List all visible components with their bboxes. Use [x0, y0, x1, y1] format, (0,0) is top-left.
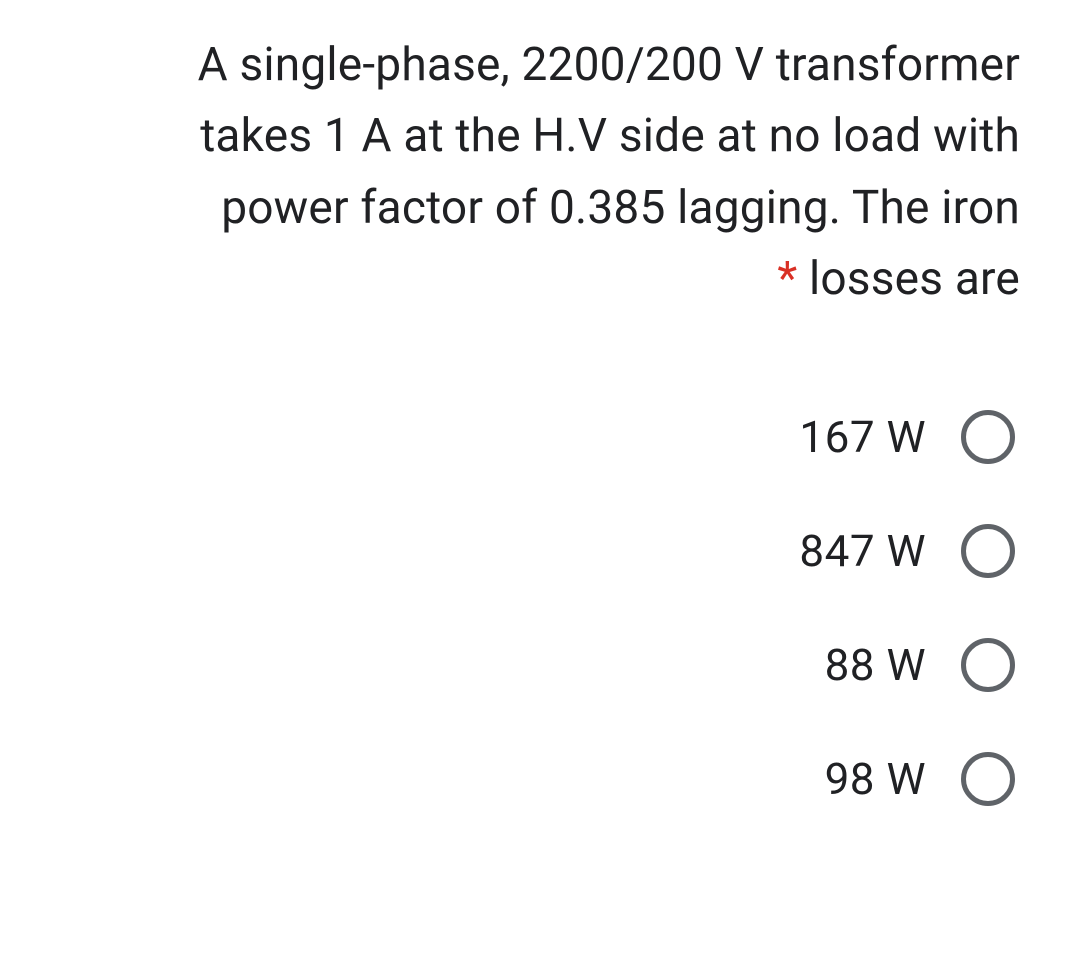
option-label: 88 W [825, 639, 926, 691]
option-3[interactable]: 88 W [825, 638, 1015, 692]
question-line-1: A single-phase, 2200/200 V transformer [198, 38, 1020, 92]
question-line-2: takes 1 A at the H.V side at no load wit… [200, 109, 1020, 163]
required-asterisk: * [777, 252, 797, 306]
quiz-question-card: A single-phase, 2200/200 V transformer t… [0, 0, 1080, 836]
options-group: 167 W 847 W 88 W 98 W [90, 410, 1020, 806]
question-line-3: power factor of 0.385 lagging. The iron [221, 181, 1020, 235]
option-label: 847 W [799, 525, 926, 577]
question-line-4-suffix: losses are [797, 252, 1020, 306]
radio-unchecked-icon [961, 638, 1015, 692]
radio-unchecked-icon [961, 752, 1015, 806]
radio-unchecked-icon [961, 410, 1015, 464]
option-4[interactable]: 98 W [825, 752, 1015, 806]
option-label: 167 W [799, 411, 926, 463]
question-text: A single-phase, 2200/200 V transformer t… [90, 30, 1020, 315]
option-1[interactable]: 167 W [799, 410, 1015, 464]
radio-unchecked-icon [961, 524, 1015, 578]
option-label: 98 W [825, 753, 926, 805]
option-2[interactable]: 847 W [799, 524, 1015, 578]
